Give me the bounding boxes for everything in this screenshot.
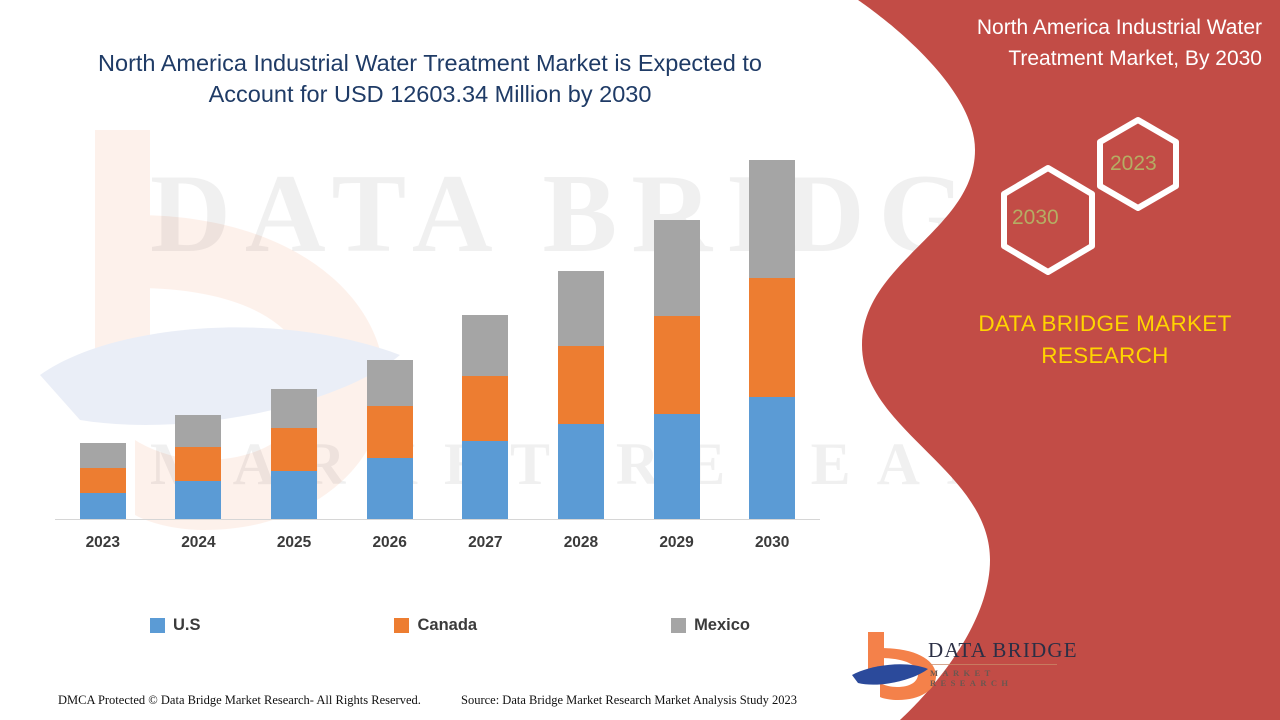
bar-segment-us [462,441,509,519]
bar-segment-us [653,414,700,519]
bar-column [462,315,509,519]
bar-column [749,160,796,519]
bar-segment-mexico [653,220,700,316]
bar-segment-us [749,397,796,519]
bar-segment-canada [175,447,222,481]
legend-swatch-icon [671,618,687,633]
hexagon-2023-label: 2023 [1110,152,1157,175]
hexagon-group: 2023 2030 [980,108,1220,288]
chart-plot-area: 2023 2024 2025 2026 2027 2028 2029 2030 [55,160,820,551]
bar-group [55,160,820,519]
legend-item-canada[interactable]: Canada [394,616,477,635]
brand-line-1: DATA BRIDGE MARKET [978,311,1232,336]
x-axis-label: 2025 [276,534,312,551]
bar-segment-canada [557,346,604,424]
hexagon-2023-outline [1097,117,1179,211]
stacked-bar-chart: 2023 2024 2025 2026 2027 2028 2029 2030 [55,160,820,560]
panel-title: North America Industrial Water Treatment… [976,16,1262,70]
hexagon-2030-label: 2030 [1012,206,1059,229]
logo-subtitle: MARKET RESEARCH [930,668,1013,688]
legend-label: Mexico [694,616,750,634]
x-axis-label: 2030 [754,534,790,551]
bar-segment-mexico [557,271,604,346]
x-axis-tick-labels: 2023 2024 2025 2026 2027 2028 2029 2030 [55,534,820,560]
logo-mark-icon [852,632,936,700]
data-bridge-logo: DATA BRIDGE MARKET RESEARCH [850,626,1080,702]
chart-legend: U.S Canada Mexico [150,616,750,635]
bar-segment-canada [462,376,509,441]
bar-segment-mexico [175,415,222,447]
x-axis-label: 2023 [85,534,121,551]
x-axis-label: 2026 [372,534,407,551]
bar-segment-mexico [749,160,796,278]
x-axis-label: 2024 [181,534,216,551]
footer-copyright: DMCA Protected © Data Bridge Market Rese… [58,693,421,707]
bar-segment-canada [271,428,318,471]
legend-swatch-icon [150,618,165,633]
bar-segment-canada [79,468,126,493]
bar-segment-us [366,458,413,519]
x-axis-label: 2027 [468,534,503,551]
bar-segment-us [271,471,318,519]
bar-segment-mexico [271,389,318,428]
x-axis-line [55,519,820,520]
x-axis-label: 2028 [563,534,599,551]
legend-item-us[interactable]: U.S [150,616,201,635]
logo-divider [929,664,1057,665]
bar-column [557,271,604,519]
legend-label: U.S [173,616,201,634]
bar-segment-mexico [366,360,413,406]
bar-column [271,389,318,519]
bar-segment-us [557,424,604,519]
legend-item-mexico[interactable]: Mexico [671,616,750,635]
x-axis-label: 2029 [659,534,694,551]
page-title: North America Industrial Water Treatment… [98,50,762,107]
bar-segment-us [79,493,126,519]
logo-title: DATA BRIDGE [928,638,1078,662]
brand-line-2: RESEARCH [1041,343,1169,368]
bar-segment-mexico [462,315,509,376]
footer-source: Source: Data Bridge Market Research Mark… [461,693,798,707]
brand-name: DATA BRIDGE MARKET RESEARCH [940,308,1270,372]
bar-segment-us [175,481,222,519]
bar-segment-canada [749,278,796,397]
legend-swatch-icon [394,618,410,633]
legend-label: Canada [417,616,478,634]
bar-segment-mexico [79,443,126,468]
hexagon-2030-outline [1001,165,1095,275]
bar-column [175,415,222,519]
bar-segment-canada [366,406,413,458]
bar-column [653,220,700,519]
right-panel: North America Industrial Water Treatment… [840,0,1280,720]
bar-column [79,443,126,519]
bar-segment-canada [653,316,700,414]
bar-column [366,360,413,519]
